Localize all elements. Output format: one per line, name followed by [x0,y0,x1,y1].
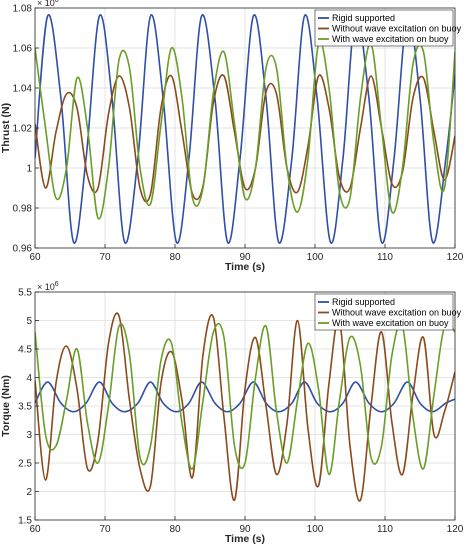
legend-label: Rigid supported [332,13,395,23]
legend-label: Without wave excitation on buoy [332,24,462,34]
series-line-3 [35,321,455,476]
legend-label: Without wave excitation on buoy [332,308,462,318]
y-tick-label: 0.96 [13,244,33,255]
x-tick-label: 60 [29,524,41,535]
x-tick-label: 120 [447,252,464,263]
x-tick-label: 100 [307,524,324,535]
chart-panel-1: 60 70 80 90 100 110 120 0.96 0.98 1 1.02 1.04 1.06 1.… [0,0,464,273]
y-tick-label: 3.5 [18,402,32,413]
x-tick-label: 70 [99,252,111,263]
x-tick-label: 120 [447,524,464,535]
x-tick-label: 110 [377,252,393,263]
x-tick-label: 60 [29,252,41,263]
series-line-1 [35,381,455,413]
x-tick-label: 100 [307,252,324,263]
y-tick-label: 2 [26,487,32,498]
y-tick-label: 1 [26,164,32,175]
y-tick-label: 1.08 [13,4,33,15]
y-axis-title: Torque (Nm) [0,375,12,437]
x-axis-title: Time (s) [225,261,265,273]
y-exponent-label: × 106 [37,281,59,292]
x-tick-label: 70 [99,524,111,535]
legend-label: Rigid supported [332,297,395,307]
x-tick-label: 90 [239,252,251,263]
y-tick-label: 3 [26,430,32,441]
y-tick-label: 2.5 [18,459,32,470]
y-tick-label: 5 [26,316,32,327]
y-exponent-label: × 106 [37,0,59,8]
y-tick-label: 1.06 [13,44,33,55]
series-line-2 [35,312,455,502]
y-tick-label: 1.5 [18,516,32,527]
x-tick-label: 90 [239,524,251,535]
legend-label: With wave excitation on buoy [332,34,449,44]
y-tick-label: 1.04 [13,84,33,95]
x-tick-label: 110 [377,524,393,535]
y-tick-label: 1.02 [13,124,33,135]
legend-label: With wave excitation on buoy [332,318,449,328]
series-line-1 [35,14,455,244]
x-axis-title: Time (s) [225,533,265,545]
y-tick-label: 0.98 [13,204,33,215]
x-tick-label: 80 [169,524,181,535]
series-line-3 [35,40,455,220]
chart-panel-2: 60 70 80 90 100 110 120 1.5 2 2.5 3 3.5 4 4.5 5 5.5 Time… [0,281,464,545]
y-tick-label: 4 [26,373,32,384]
legend-box [314,293,454,331]
y-tick-label: 4.5 [18,345,32,356]
x-tick-label: 80 [169,252,181,263]
legend-box [314,9,454,47]
y-axis-title: Thrust (N) [0,103,12,153]
y-tick-label: 5.5 [18,288,32,299]
